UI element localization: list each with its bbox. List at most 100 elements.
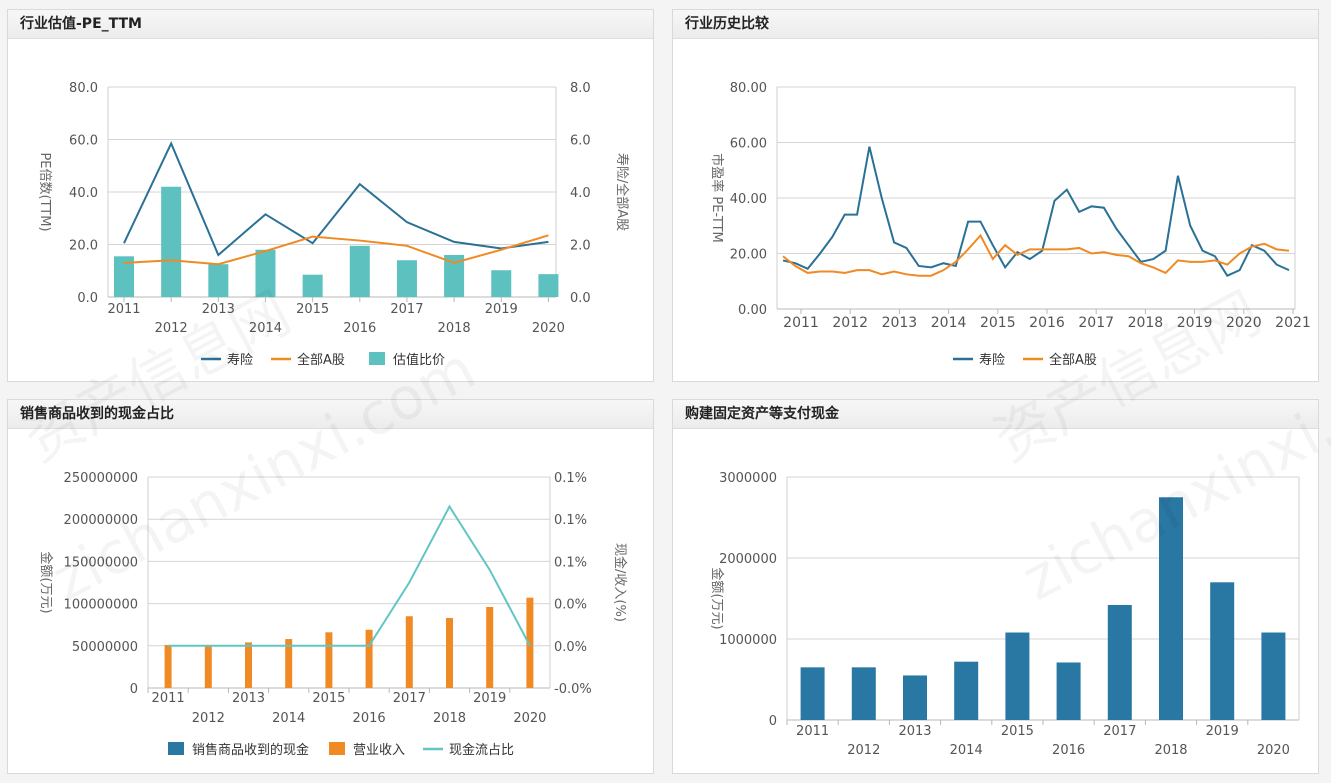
y2-tick-label: 0.0% [554, 598, 587, 613]
bar [285, 639, 293, 688]
y-tick-label: 2000000 [719, 552, 777, 567]
x-tick-label: 2020 [513, 711, 546, 726]
bar [903, 675, 927, 720]
y-tick-label: 150000000 [64, 555, 138, 570]
bar [446, 617, 453, 688]
x-tick-label: 2015 [1001, 724, 1034, 739]
y-tick-label: 80.00 [730, 81, 767, 96]
x-tick-label: 2017 [1103, 724, 1136, 739]
x-tick-label: 2016 [353, 711, 386, 726]
x-tick-label: 2016 [1029, 315, 1065, 331]
bar [486, 606, 494, 688]
x-tick-label: 2013 [202, 302, 235, 317]
y-axis-title: PE倍数(TTM) [37, 152, 52, 231]
x-tick-label: 2020 [1226, 315, 1262, 331]
x-tick-label: 2017 [393, 691, 426, 706]
panel-pe-ttm: 行业估值-PE_TTM 0.0 20.0 40.0 60.0 80.0 0.0 2.0 4.0… [7, 9, 654, 382]
x-tick-label: 2011 [783, 315, 819, 331]
x-tick-label: 2015 [980, 315, 1016, 331]
chart-cash-ratio: 0 50000000 100000000 150000000 200000000 2500… [38, 471, 628, 758]
chart-pe-ttm: 0.0 20.0 40.0 60.0 80.0 0.0 2.0 4.0 6.0 8.0 2011 20… [37, 81, 630, 368]
bar [538, 274, 559, 297]
y-tick-label: 40.00 [730, 192, 767, 207]
panel-title: 行业估值-PE_TTM [8, 10, 653, 39]
y-tick-label: 60.0 [69, 134, 98, 149]
y2-axis-title: 现金/收入(%) [612, 543, 628, 622]
panel-capex: 购建固定资产等支付现金 0 1000000 2000000 3000000 2011 20… [672, 399, 1319, 774]
x-tick-label: 2014 [272, 711, 305, 726]
bar [204, 644, 212, 688]
y-tick-label: 0 [769, 714, 777, 729]
x-tick-label: 2013 [898, 724, 931, 739]
bar [1210, 582, 1235, 720]
x-tick-label: 2020 [532, 321, 565, 336]
bar [491, 270, 512, 297]
bar [1261, 632, 1286, 720]
y2-axis-title: 寿险/全部A股 [614, 153, 630, 231]
y-tick-label: 80.0 [69, 81, 98, 96]
y-tick-label: 0.0 [77, 291, 98, 306]
y2-tick-label: 0.1% [554, 471, 587, 486]
x-tick-label: 2018 [1128, 315, 1164, 331]
y-tick-label: 60.00 [730, 137, 767, 152]
panel-title: 购建固定资产等支付现金 [673, 400, 1318, 429]
bar [255, 249, 276, 297]
y2-tick-label: 6.0 [570, 134, 591, 149]
bar [851, 667, 876, 720]
bar [208, 264, 229, 297]
x-tick-label: 2011 [107, 302, 140, 317]
legend-label: 估值比价 [393, 352, 445, 368]
y-tick-label: 20.0 [69, 239, 98, 254]
legend-label: 现金流占比 [449, 742, 514, 758]
series-line [782, 146, 1290, 277]
panel-title: 销售商品收到的现金占比 [8, 400, 653, 429]
x-tick-label: 2014 [931, 315, 967, 331]
y2-tick-label: 4.0 [570, 186, 591, 201]
y-tick-label: 40.0 [69, 186, 98, 201]
x-tick-label: 2015 [296, 302, 329, 317]
bar [325, 632, 333, 688]
y-tick-label: 20.00 [730, 248, 767, 263]
y-tick-label: 0 [130, 682, 138, 697]
x-tick-label: 2012 [192, 711, 225, 726]
legend-label: 销售商品收到的现金 [192, 742, 309, 758]
bar [954, 661, 979, 720]
y-tick-label: 0.00 [738, 303, 767, 318]
bar [405, 616, 413, 688]
x-tick-label: 2011 [796, 724, 829, 739]
x-tick-label: 2017 [390, 302, 423, 317]
x-tick-label: 2015 [312, 691, 345, 706]
x-tick-label: 2012 [155, 321, 188, 336]
panel-cash-ratio: 销售商品收到的现金占比 0 50000000 100000000 150000000 2… [7, 399, 654, 774]
y-axis-title: 金额(万元) [709, 567, 725, 629]
bar [1159, 497, 1183, 720]
x-tick-label: 2014 [249, 321, 282, 336]
x-tick-label: 2019 [1177, 315, 1213, 331]
bar [245, 642, 252, 688]
series-line [123, 140, 549, 257]
y2-tick-label: 0.1% [554, 513, 587, 528]
x-tick-label: 2020 [1257, 743, 1290, 758]
bar [396, 260, 417, 297]
y-tick-label: 200000000 [64, 513, 138, 528]
series-line [168, 504, 531, 647]
series-line [123, 234, 549, 266]
y-tick-label: 1000000 [719, 633, 777, 648]
chart-capex: 0 1000000 2000000 3000000 2011 2012 2013 2014 20… [709, 471, 1300, 758]
x-tick-label: 2019 [485, 302, 518, 317]
x-tick-label: 2019 [473, 691, 506, 706]
y-axis-title: 金额(万元) [38, 551, 54, 613]
x-tick-label: 2014 [950, 743, 983, 758]
x-tick-label: 2018 [1154, 743, 1187, 758]
y-tick-label: 3000000 [719, 471, 777, 486]
bar [365, 629, 373, 688]
y2-tick-label: 0.0 [570, 291, 591, 306]
legend-label: 寿险 [227, 353, 253, 368]
bar [526, 597, 534, 688]
legend-box-swatch [369, 352, 385, 365]
x-tick-label: 2018 [433, 711, 466, 726]
legend-box-swatch [329, 742, 345, 755]
bar [302, 274, 323, 297]
bar [1107, 604, 1132, 720]
bar [444, 255, 465, 297]
